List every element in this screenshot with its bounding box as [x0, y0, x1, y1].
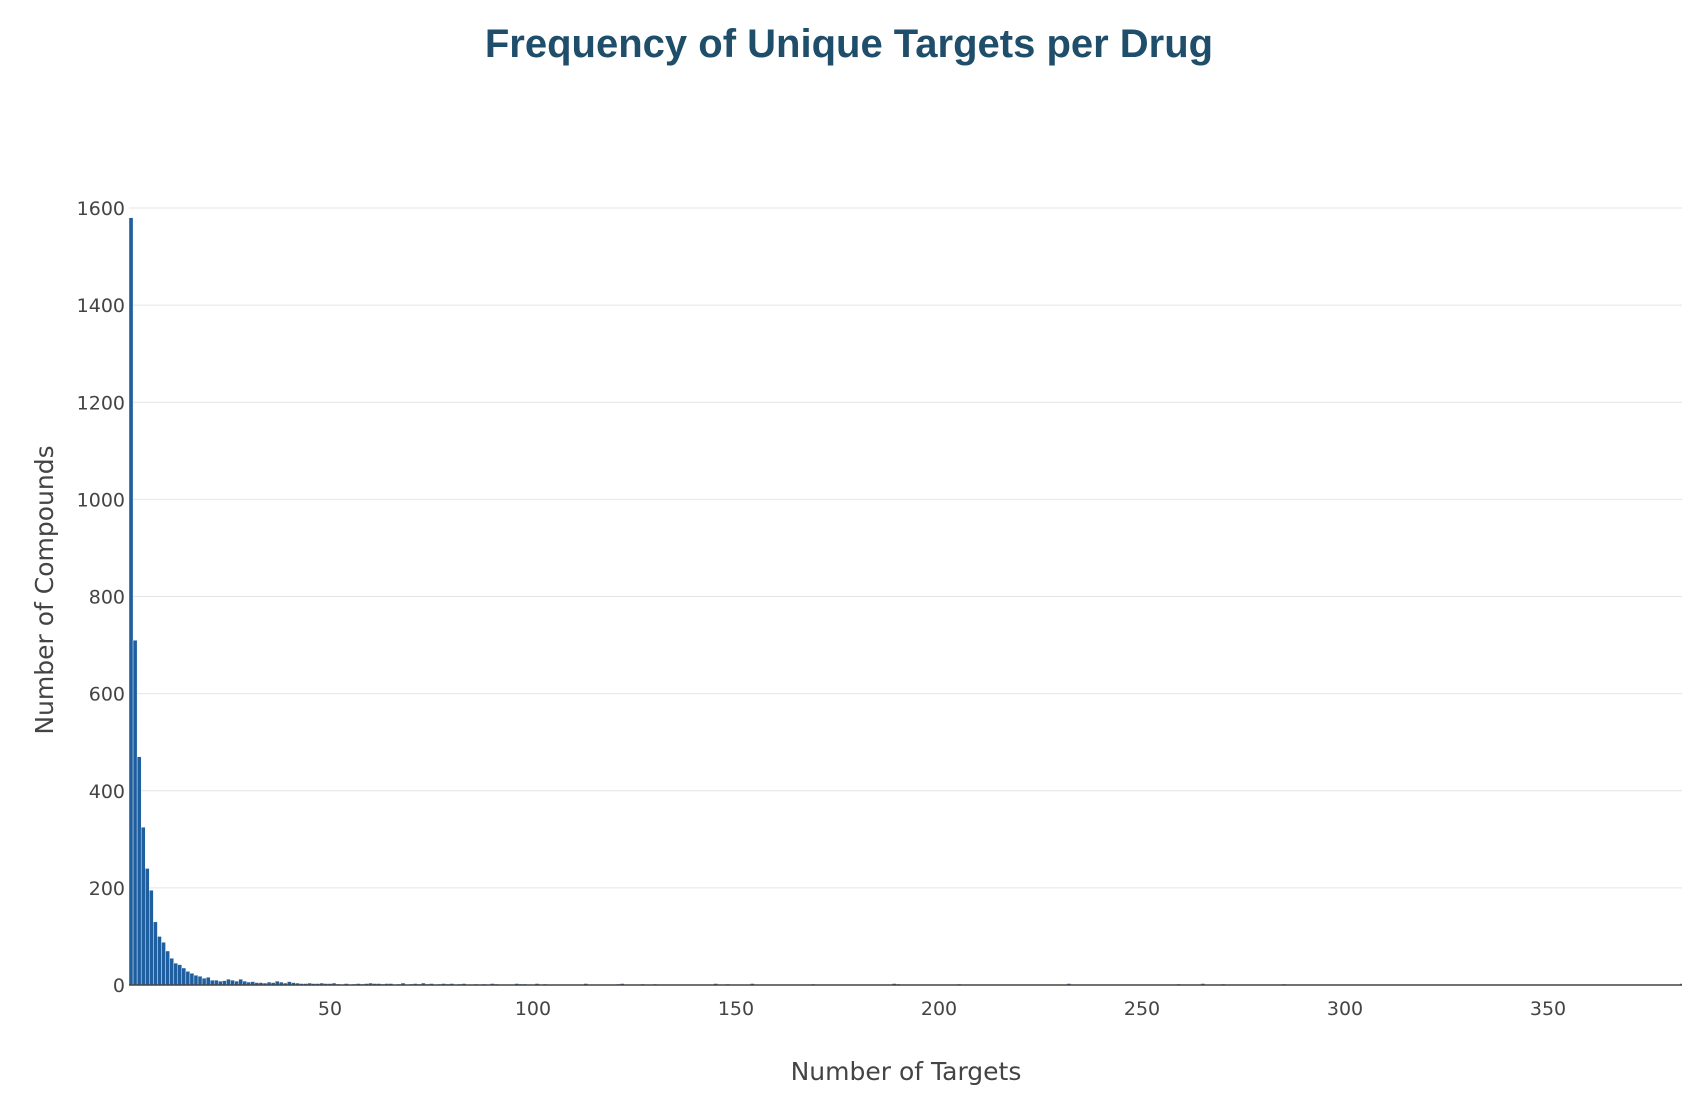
- bar: [193, 975, 199, 986]
- bar: [205, 977, 211, 986]
- bar: [149, 890, 154, 986]
- bar: [173, 962, 178, 986]
- x-tick-label: 250: [1124, 998, 1160, 1020]
- y-tick-label: 1000: [77, 489, 125, 511]
- bar: [169, 958, 174, 986]
- x-tick-label: 100: [515, 998, 551, 1020]
- grid-lines: [129, 207, 1682, 889]
- bar: [226, 978, 231, 986]
- y-axis-title: Number of Compounds: [30, 445, 59, 734]
- bar: [165, 950, 170, 986]
- bar: [197, 976, 203, 986]
- bar: [136, 756, 142, 986]
- y-tick-label: 800: [89, 587, 125, 609]
- x-tick-label: 300: [1327, 998, 1363, 1020]
- bar: [238, 978, 243, 986]
- x-tick-label: 350: [1530, 998, 1566, 1020]
- bar: [181, 967, 187, 986]
- bar: [145, 868, 150, 986]
- bar: [189, 973, 195, 986]
- y-tick-labels: 0 200 400 600 800 1000 1200 1400 1600: [77, 198, 125, 997]
- bar: [153, 921, 158, 986]
- bar: [128, 217, 134, 986]
- bars: [128, 217, 1683, 986]
- bar: [201, 978, 207, 986]
- x-tick-label: 200: [921, 998, 957, 1020]
- bar: [140, 826, 146, 986]
- y-tick-label: 0: [113, 975, 125, 997]
- bar: [185, 971, 191, 986]
- y-tick-label: 1200: [77, 392, 125, 414]
- chart-title: Frequency of Unique Targets per Drug: [484, 22, 1214, 66]
- y-tick-label: 1600: [77, 198, 125, 220]
- bar: [157, 936, 162, 986]
- bar: [161, 942, 166, 986]
- y-tick-label: 400: [89, 781, 125, 803]
- x-tick-label: 50: [318, 998, 342, 1020]
- y-tick-label: 600: [89, 684, 125, 706]
- x-tick-labels: 50 100 150 200 250 300 350: [318, 998, 1566, 1020]
- y-tick-label: 200: [89, 878, 125, 900]
- y-tick-label: 1400: [77, 295, 125, 317]
- bar: [132, 640, 138, 986]
- x-tick-label: 150: [718, 998, 754, 1020]
- bar: [177, 964, 182, 986]
- x-axis-title: Number of Targets: [791, 1057, 1022, 1086]
